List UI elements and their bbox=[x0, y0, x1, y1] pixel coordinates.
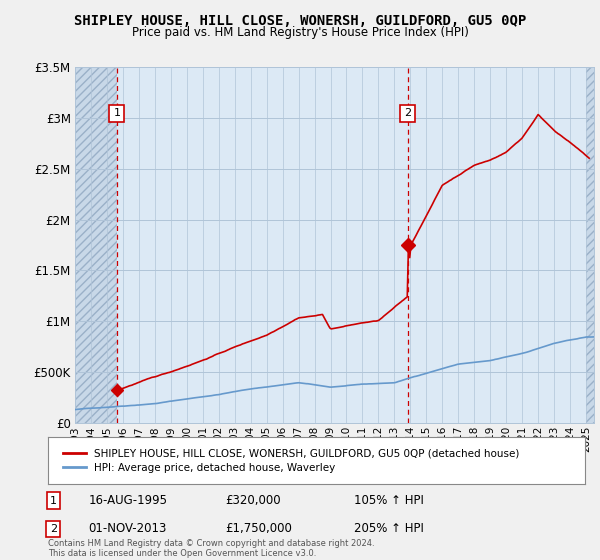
Bar bbox=[75, 67, 117, 423]
Bar bbox=[586, 67, 594, 423]
Text: 205% ↑ HPI: 205% ↑ HPI bbox=[354, 522, 424, 535]
Text: 1: 1 bbox=[113, 109, 121, 118]
Text: 01-NOV-2013: 01-NOV-2013 bbox=[88, 522, 167, 535]
Legend: SHIPLEY HOUSE, HILL CLOSE, WONERSH, GUILDFORD, GU5 0QP (detached house), HPI: Av: SHIPLEY HOUSE, HILL CLOSE, WONERSH, GUIL… bbox=[59, 444, 524, 477]
Text: Contains HM Land Registry data © Crown copyright and database right 2024.
This d: Contains HM Land Registry data © Crown c… bbox=[48, 539, 374, 558]
Text: SHIPLEY HOUSE, HILL CLOSE, WONERSH, GUILDFORD, GU5 0QP: SHIPLEY HOUSE, HILL CLOSE, WONERSH, GUIL… bbox=[74, 14, 526, 28]
Text: Price paid vs. HM Land Registry's House Price Index (HPI): Price paid vs. HM Land Registry's House … bbox=[131, 26, 469, 39]
Text: 16-AUG-1995: 16-AUG-1995 bbox=[88, 494, 167, 507]
Text: 2: 2 bbox=[50, 524, 57, 534]
Text: 1: 1 bbox=[50, 496, 57, 506]
Text: 2: 2 bbox=[404, 109, 411, 118]
Text: £320,000: £320,000 bbox=[225, 494, 281, 507]
Text: £1,750,000: £1,750,000 bbox=[225, 522, 292, 535]
Text: 105% ↑ HPI: 105% ↑ HPI bbox=[354, 494, 424, 507]
